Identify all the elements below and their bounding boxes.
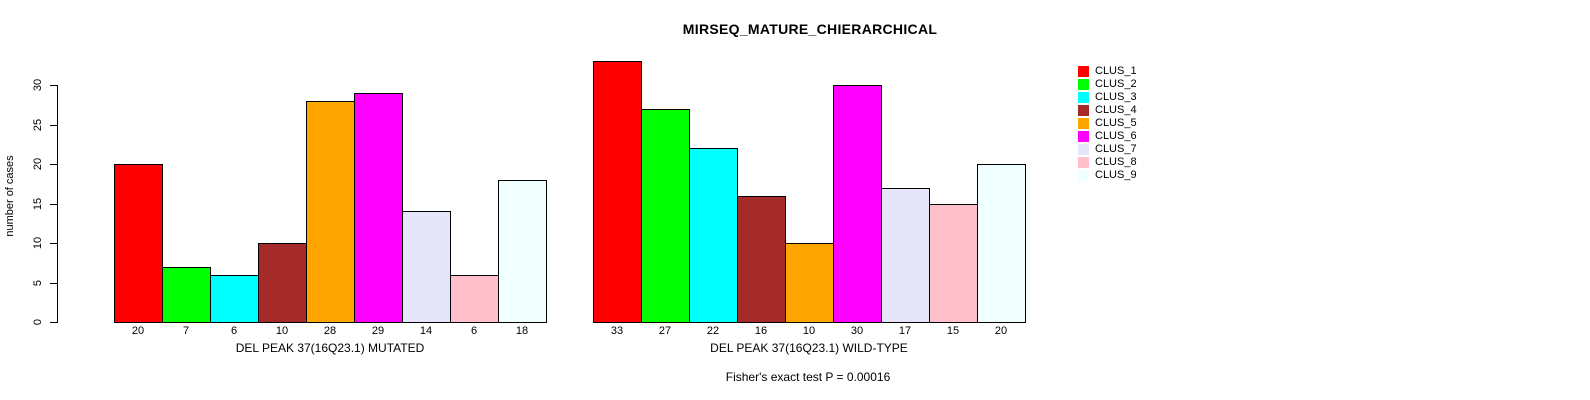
bar-CLUS_3 — [689, 148, 738, 323]
bar-CLUS_6 — [354, 93, 403, 323]
legend-item-CLUS_8: CLUS_8 — [1078, 156, 1137, 169]
legend-item-CLUS_7: CLUS_7 — [1078, 143, 1137, 156]
y-tick-label: 20 — [32, 157, 44, 171]
legend: CLUS_1 CLUS_2 CLUS_3 CLUS_4 CLUS_5 CLUS_6 CLUS… — [1078, 65, 1137, 182]
bar-CLUS_8 — [929, 204, 978, 323]
y-tick-label: 15 — [32, 197, 44, 211]
y-tick — [50, 204, 57, 205]
legend-item-label: CLUS_4 — [1095, 104, 1137, 116]
bar-CLUS_9 — [977, 164, 1026, 323]
legend-item-CLUS_5: CLUS_5 — [1078, 117, 1137, 130]
bar-CLUS_6 — [833, 85, 882, 323]
bar-value-label: 17 — [898, 325, 912, 337]
x-axis-label-mutated: DEL PEAK 37(16Q23.1) MUTATED — [235, 341, 425, 355]
bar-value-label: 22 — [706, 325, 720, 337]
legend-item-CLUS_2: CLUS_2 — [1078, 78, 1137, 91]
bar-CLUS_5 — [785, 243, 834, 323]
bar-value-label: 14 — [419, 325, 433, 337]
bar-value-label: 30 — [850, 325, 864, 337]
legend-swatch — [1078, 144, 1089, 155]
legend-item-label: CLUS_6 — [1095, 130, 1137, 142]
legend-item-label: CLUS_8 — [1095, 156, 1137, 168]
legend-item-label: CLUS_1 — [1095, 65, 1137, 77]
bar-value-label: 10 — [275, 325, 289, 337]
y-tick — [50, 322, 57, 323]
bar-value-label: 6 — [230, 325, 238, 337]
bar-CLUS_2 — [641, 109, 690, 323]
bar-CLUS_7 — [402, 211, 451, 323]
x-axis-label-wild-type: DEL PEAK 37(16Q23.1) WILD-TYPE — [710, 341, 908, 355]
legend-swatch — [1078, 105, 1089, 116]
bar-value-label: 10 — [802, 325, 816, 337]
bar-value-label: 16 — [754, 325, 768, 337]
legend-item-label: CLUS_7 — [1095, 143, 1137, 155]
legend-swatch — [1078, 66, 1089, 77]
bar-CLUS_1 — [593, 61, 642, 323]
y-tick-label: 30 — [32, 78, 44, 92]
bar-CLUS_8 — [450, 275, 499, 323]
bar-value-label: 29 — [371, 325, 385, 337]
bar-value-label: 7 — [182, 325, 190, 337]
bar-value-label: 6 — [470, 325, 478, 337]
legend-swatch — [1078, 79, 1089, 90]
bar-value-label: 20 — [131, 325, 145, 337]
bar-CLUS_4 — [737, 196, 786, 323]
y-tick-label: 0 — [32, 318, 44, 326]
bar-CLUS_3 — [210, 275, 259, 323]
legend-item-label: CLUS_9 — [1095, 169, 1137, 181]
legend-item-label: CLUS_2 — [1095, 78, 1137, 90]
fisher-test-note: Fisher's exact test P = 0.00016 — [725, 370, 891, 384]
legend-item-label: CLUS_3 — [1095, 91, 1137, 103]
y-tick — [50, 283, 57, 284]
y-axis-label: number of cases — [4, 155, 16, 237]
bar-CLUS_5 — [306, 101, 355, 323]
bar-CLUS_7 — [881, 188, 930, 323]
bar-value-label: 20 — [994, 325, 1008, 337]
y-tick-label: 10 — [32, 236, 44, 250]
legend-item-CLUS_6: CLUS_6 — [1078, 130, 1137, 143]
bar-CLUS_4 — [258, 243, 307, 323]
bar-value-label: 15 — [946, 325, 960, 337]
bar-CLUS_2 — [162, 267, 211, 323]
legend-swatch — [1078, 170, 1089, 181]
bar-value-label: 27 — [658, 325, 672, 337]
y-tick — [50, 125, 57, 126]
y-tick-label: 25 — [32, 118, 44, 132]
bar-value-label: 28 — [323, 325, 337, 337]
legend-swatch — [1078, 118, 1089, 129]
y-tick — [50, 164, 57, 165]
legend-swatch — [1078, 92, 1089, 103]
legend-item-label: CLUS_5 — [1095, 117, 1137, 129]
legend-swatch — [1078, 131, 1089, 142]
bar-value-label: 18 — [515, 325, 529, 337]
legend-swatch — [1078, 157, 1089, 168]
y-axis-line — [57, 85, 58, 323]
y-tick-label: 5 — [32, 279, 44, 287]
legend-item-CLUS_3: CLUS_3 — [1078, 91, 1137, 104]
bar-CLUS_1 — [114, 164, 163, 323]
chart-title: MIRSEQ_MATURE_CHIERARCHICAL — [682, 21, 938, 37]
y-tick — [50, 243, 57, 244]
legend-item-CLUS_9: CLUS_9 — [1078, 169, 1137, 182]
bar-value-label: 33 — [610, 325, 624, 337]
y-tick — [50, 85, 57, 86]
legend-item-CLUS_4: CLUS_4 — [1078, 104, 1137, 117]
bar-CLUS_9 — [498, 180, 547, 323]
legend-item-CLUS_1: CLUS_1 — [1078, 65, 1137, 78]
